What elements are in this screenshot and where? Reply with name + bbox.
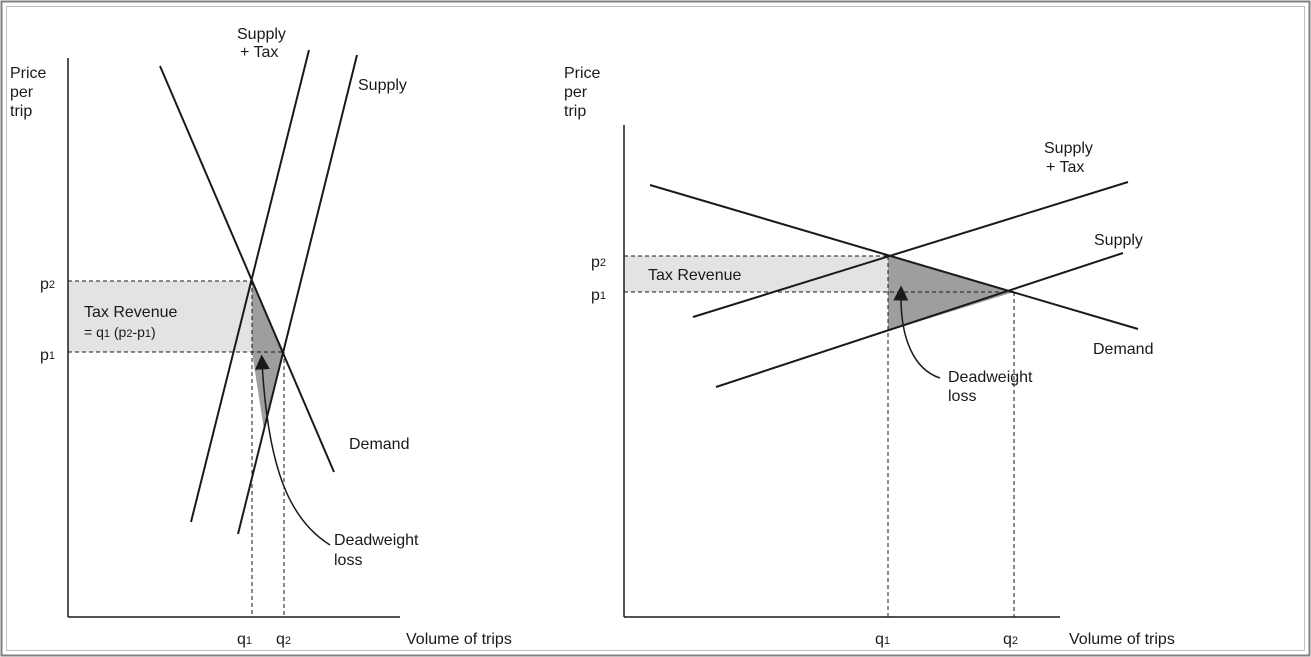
deadweight-label-1: Deadweight: [948, 369, 1033, 386]
p1-label: p1: [591, 287, 606, 304]
tax-revenue-title: Tax Revenue: [84, 304, 177, 321]
tax-revenue-formula: = q1 (p2-p1): [84, 324, 156, 340]
q1-label: q1: [875, 631, 890, 648]
q2-label: q2: [1003, 631, 1018, 648]
deadweight-label-1: Deadweight: [334, 532, 419, 549]
deadweight-arrow: [254, 354, 331, 546]
demand-label: Demand: [349, 436, 409, 453]
y-axis-label-2: per: [10, 84, 34, 101]
supply-curve: [237, 54, 358, 535]
left-panel: Price per trip Supply + Tax Supply Deman…: [10, 26, 512, 648]
x-axis-label: Volume of trips: [406, 631, 512, 648]
supply-curve: [715, 252, 1124, 388]
supply-tax-curve: [190, 49, 310, 523]
right-panel: Price per trip Supply + Tax Supply Deman…: [564, 65, 1175, 648]
p2-label: p2: [591, 254, 606, 271]
p2-label: p2: [40, 276, 55, 293]
tax-revenue-area: [68, 281, 252, 352]
inner-border: [6, 6, 1305, 651]
y-axis-label-1: Price: [564, 65, 601, 82]
y-axis-label-2: per: [564, 84, 588, 101]
supply-tax-label-2: + Tax: [1046, 159, 1084, 176]
deadweight-label-2: loss: [948, 388, 976, 405]
y-axis-label-1: Price: [10, 65, 47, 82]
deadweight-arrow: [893, 285, 941, 379]
demand-curve: [649, 184, 1139, 330]
supply-label: Supply: [358, 77, 407, 94]
y-axis-label-3: trip: [10, 103, 32, 120]
deadweight-loss-area: [888, 256, 1014, 331]
supply-tax-curve: [692, 181, 1129, 318]
supply-tax-label-2: + Tax: [240, 44, 278, 61]
q1-label: q1: [237, 631, 252, 648]
x-axis-label: Volume of trips: [1069, 631, 1175, 648]
p1-label: p1: [40, 347, 55, 364]
tax-revenue-label: Tax Revenue: [648, 267, 741, 284]
supply-label: Supply: [1094, 232, 1143, 249]
y-axis-label-3: trip: [564, 103, 586, 120]
tax-revenue-area: [624, 256, 888, 292]
demand-label: Demand: [1093, 341, 1153, 358]
q2-label: q2: [276, 631, 291, 648]
deadweight-loss-area: [252, 281, 284, 430]
demand-curve: [159, 65, 335, 473]
deadweight-label-2: loss: [334, 552, 362, 569]
supply-tax-label-1: Supply: [237, 26, 286, 43]
supply-tax-label-1: Supply: [1044, 140, 1093, 157]
